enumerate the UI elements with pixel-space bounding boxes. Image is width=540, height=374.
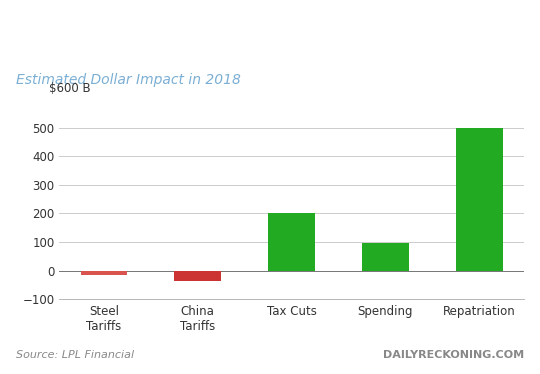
Bar — [456, 128, 503, 271]
Bar — [362, 243, 409, 271]
Bar — [80, 271, 127, 275]
Text: DAILYRECKONING.COM: DAILYRECKONING.COM — [383, 350, 524, 361]
Bar — [174, 271, 221, 280]
Bar — [268, 214, 315, 271]
Text: Fiscal Policy Benefits Dwarf Tariffs: Fiscal Policy Benefits Dwarf Tariffs — [16, 16, 367, 34]
Text: Estimated Dollar Impact in 2018: Estimated Dollar Impact in 2018 — [16, 73, 241, 88]
Text: Source: LPL Financial: Source: LPL Financial — [16, 350, 134, 361]
Text: $600 B: $600 B — [49, 82, 90, 95]
